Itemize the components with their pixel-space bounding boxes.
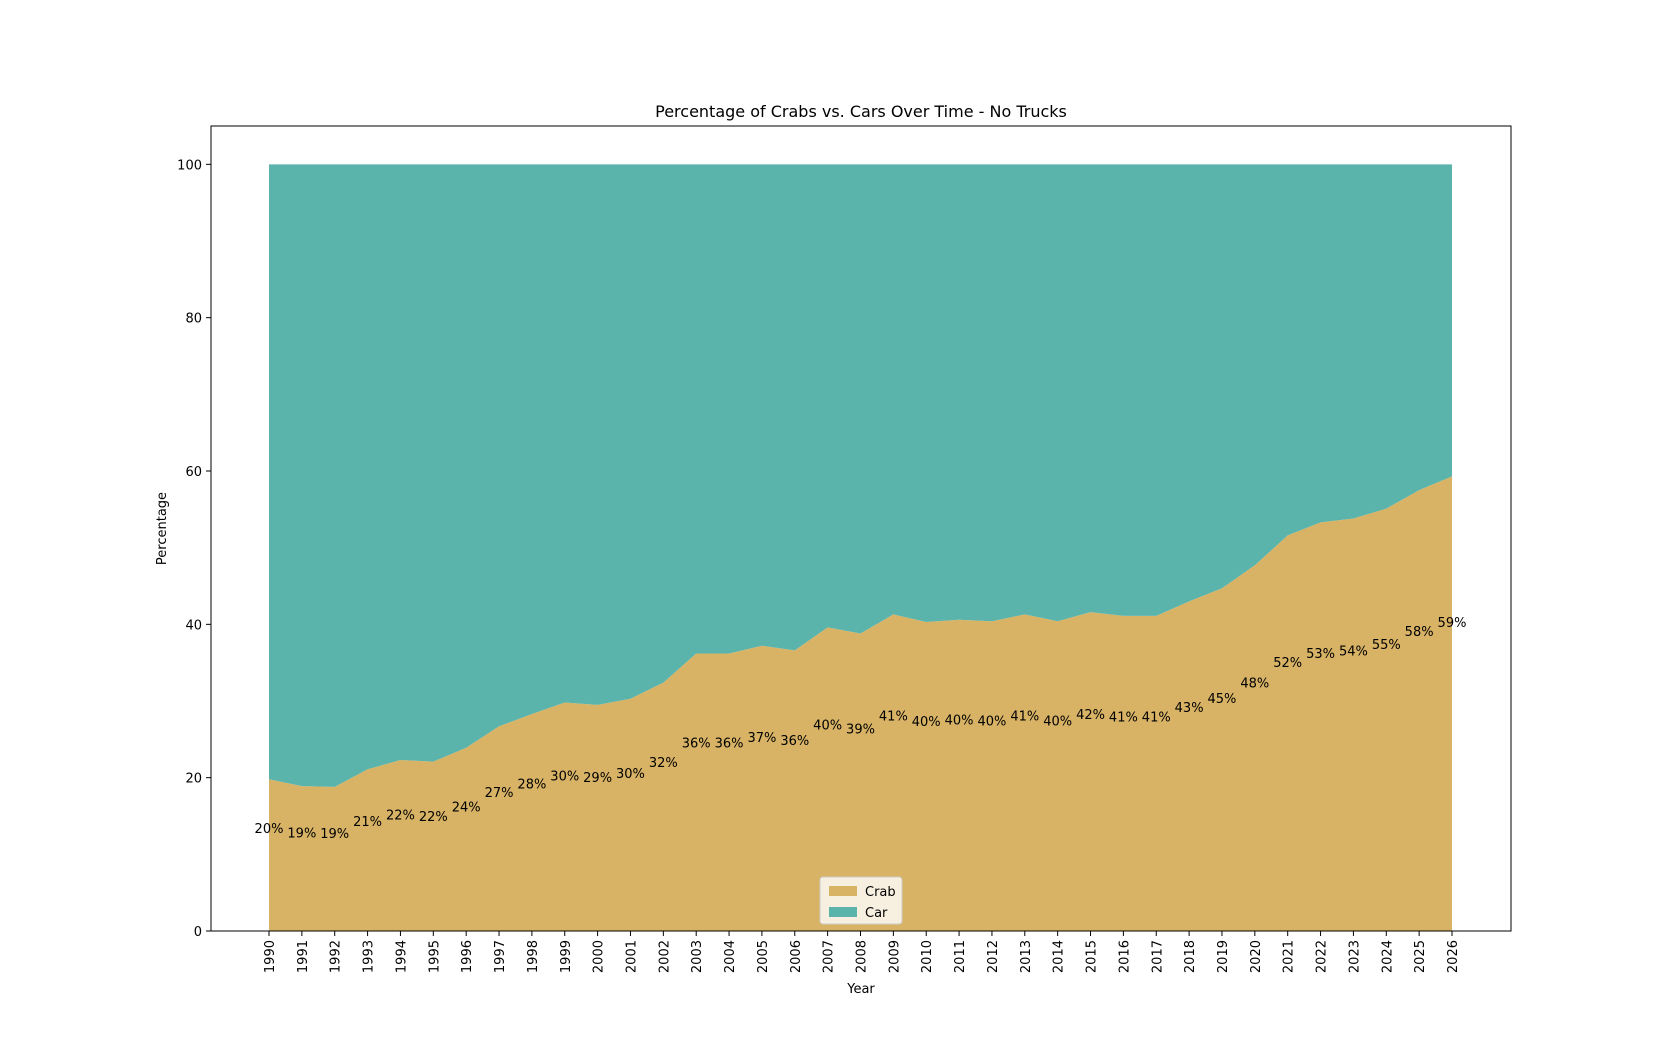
y-tick-label: 100 <box>177 158 202 173</box>
data-label: 39% <box>846 723 875 738</box>
data-label: 36% <box>682 736 711 751</box>
area-layers <box>269 164 1452 931</box>
data-label: 32% <box>649 756 678 771</box>
x-tick-label: 1993 <box>362 940 377 973</box>
data-label: 19% <box>287 826 316 841</box>
x-tick-label: 1991 <box>296 940 311 973</box>
x-tick-label: 2016 <box>1117 940 1132 973</box>
data-label: 41% <box>1142 711 1171 726</box>
x-tick-label: 1997 <box>493 940 508 973</box>
x-tick-label: 2012 <box>986 940 1001 973</box>
x-tick-label: 2020 <box>1249 940 1264 973</box>
y-axis: 0 20 40 60 80 100 <box>177 158 211 940</box>
data-label: 58% <box>1405 625 1434 640</box>
data-label: 28% <box>517 777 546 792</box>
x-tick-label: 2022 <box>1315 940 1330 973</box>
data-label: 40% <box>912 715 941 730</box>
data-label: 24% <box>452 800 481 815</box>
x-tick-label: 2019 <box>1216 940 1231 973</box>
x-tick-label: 2021 <box>1282 940 1297 973</box>
x-tick-label: 2014 <box>1052 940 1067 973</box>
x-tick-label: 2001 <box>624 940 639 973</box>
data-label: 41% <box>1010 710 1039 725</box>
data-label: 36% <box>715 736 744 751</box>
data-label: 43% <box>1175 701 1204 716</box>
x-tick-label: 2011 <box>953 940 968 973</box>
y-tick-label: 0 <box>194 925 202 940</box>
x-tick-label: 2002 <box>657 940 672 973</box>
data-label: 41% <box>879 710 908 725</box>
data-label: 29% <box>583 771 612 786</box>
y-tick-label: 60 <box>185 465 202 480</box>
data-label: 22% <box>386 809 415 824</box>
x-axis-title: Year <box>846 982 875 997</box>
chart-title: Percentage of Crabs vs. Cars Over Time -… <box>655 102 1067 121</box>
x-tick-label: 2006 <box>789 940 804 973</box>
x-tick-label: 2024 <box>1380 940 1395 973</box>
data-label: 53% <box>1306 647 1335 662</box>
data-labels: 20% 19% 19%21% 22% 22%24%27%28%30% 29% 30%32%3… <box>255 616 1467 842</box>
x-tick-label: 1996 <box>460 940 475 973</box>
area-car <box>269 164 1452 787</box>
data-label: 42% <box>1076 708 1105 723</box>
x-tick-label: 1998 <box>526 940 541 973</box>
x-tick-label: 2025 <box>1413 940 1428 973</box>
x-tick-label: 1994 <box>394 940 409 973</box>
data-label: 55% <box>1372 638 1401 653</box>
x-tick-label: 2018 <box>1183 940 1198 973</box>
x-axis: 1990 1991 1992 1993 1994 1995 1996 1997 1998 1999… <box>263 931 1461 973</box>
data-label: 54% <box>1339 645 1368 660</box>
x-tick-label: 2013 <box>1019 940 1034 973</box>
legend: Crab Car <box>819 876 903 925</box>
x-tick-label: 2017 <box>1150 940 1165 973</box>
x-tick-label: 2003 <box>690 940 705 973</box>
y-tick-label: 80 <box>185 312 202 327</box>
x-tick-label: 2004 <box>723 940 738 973</box>
data-label: 59% <box>1438 616 1467 631</box>
data-label: 19% <box>320 827 349 842</box>
x-tick-label: 2008 <box>855 940 870 973</box>
data-label: 21% <box>353 815 382 830</box>
y-axis-title: Percentage <box>155 492 170 565</box>
x-tick-label: 1995 <box>427 940 442 973</box>
area-crab <box>269 476 1452 931</box>
legend-swatch <box>829 886 857 896</box>
data-label: 48% <box>1240 676 1269 691</box>
x-tick-label: 2010 <box>920 940 935 973</box>
x-tick-label: 2005 <box>756 940 771 973</box>
data-label: 30% <box>550 770 579 785</box>
data-label: 20% <box>255 822 284 837</box>
x-tick-label: 1992 <box>329 940 344 973</box>
legend-swatch <box>829 907 857 917</box>
data-label: 37% <box>747 731 776 746</box>
legend-label: Crab <box>865 885 896 900</box>
x-tick-label: 1999 <box>559 940 574 973</box>
data-label: 41% <box>1109 711 1138 726</box>
data-label: 40% <box>813 719 842 734</box>
data-label: 27% <box>485 786 514 801</box>
legend-label: Car <box>865 906 888 921</box>
data-label: 36% <box>780 734 809 749</box>
x-tick-label: 2000 <box>592 940 607 973</box>
x-tick-label: 2023 <box>1347 940 1362 973</box>
data-label: 22% <box>419 810 448 825</box>
data-label: 52% <box>1273 656 1302 671</box>
data-label: 40% <box>977 714 1006 729</box>
data-label: 45% <box>1208 692 1237 707</box>
x-tick-label: 2009 <box>887 940 902 973</box>
x-tick-label: 2026 <box>1446 940 1461 973</box>
x-tick-label: 2007 <box>822 940 837 973</box>
y-tick-label: 20 <box>185 772 202 787</box>
data-label: 40% <box>945 713 974 728</box>
x-tick-label: 1990 <box>263 940 278 973</box>
data-label: 40% <box>1043 714 1072 729</box>
x-tick-label: 2015 <box>1085 940 1100 973</box>
y-tick-label: 40 <box>185 618 202 633</box>
data-label: 30% <box>616 767 645 782</box>
